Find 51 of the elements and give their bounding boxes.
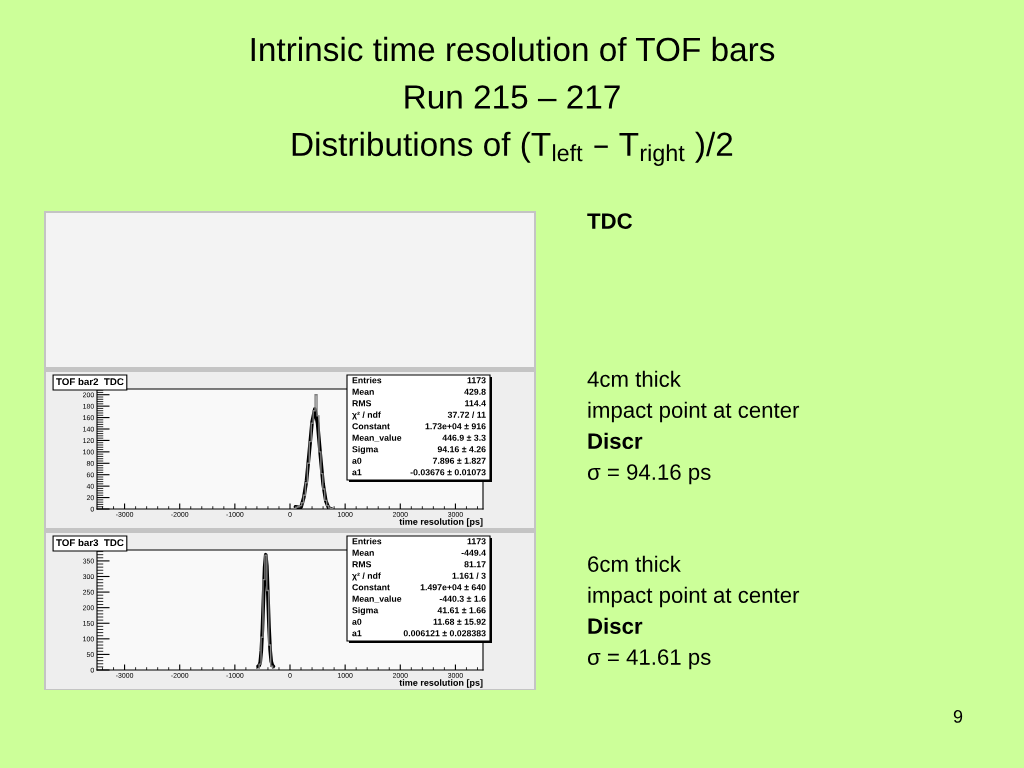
annotation: Mean [352,388,374,395]
x-axis-title: time resolution [ps] [399,679,483,688]
annotation: a0 [352,457,362,464]
annotation: -449.4 [461,549,486,556]
annotation: 1.161 / 3 [452,572,486,579]
annotation: 11.68 ± 15.92 [433,618,486,625]
text: σ = 94.16 ps [587,464,711,485]
annotation: 0.006121 ± 0.028383 [403,630,486,637]
annotation: 1.73e+04 ± 916 [425,423,486,430]
annotation: 41.61 ± 1.66 [437,607,486,614]
text: 1173 [467,377,486,384]
text: TDC [587,213,633,229]
annotation: χ² / ndf [352,411,381,420]
annotation: 446.9 ± 3.3 [442,434,486,441]
annotation: Mean_value [352,595,402,603]
text: Intrinsic time resolution of TOF bars Run 215 – 217 Distributions of (T$_{left}$ – T$_{right}$ )/2 [251,36,775,166]
x-axis-title: time resolution [ps] [399,518,483,527]
text: Discr [588,432,643,449]
annotation: Mean [352,549,374,556]
annotation: Constant [352,584,390,591]
annotation: RMS [352,400,372,407]
annotation: Mean_value [352,434,402,442]
chart-title: TOF bar2 TDC [56,377,124,386]
text: impact point at center [588,401,800,423]
text: 4cm thick [587,370,681,387]
annotation: 1.497e+04 ± 640 [420,584,486,591]
annotation: 429.8 [464,388,486,395]
annotation: a0 [352,618,362,625]
annotation: -0.03676 ± 0.01073 [410,469,486,476]
annotation: Constant [352,423,390,430]
text: Entries [352,537,382,545]
annotation: a1 [352,469,362,476]
annotation: Sigma [352,606,379,616]
annotation: -440.3 ± 1.6 [439,595,486,602]
text: 6cm thick [588,555,681,572]
text: Entries [352,376,382,384]
text: Discr [588,617,643,634]
text: 1173 [467,538,486,545]
annotation: 114.4 [465,400,486,407]
text: 9 [953,710,963,723]
annotation: 37.72 / 11 [447,411,486,418]
annotation: 94.16 ± 4.26 [437,446,486,453]
text: impact point at center [588,586,800,608]
annotation: RMS [352,561,372,568]
annotation: Sigma [352,445,379,455]
annotation: χ² / ndf [352,572,381,581]
annotation: a1 [352,630,362,637]
chart-title: TOF bar3 TDC [56,538,124,547]
text: σ = 41.61 ps [587,649,711,670]
annotation: 81.17 [464,561,486,568]
annotation: 7.896 ± 1.827 [432,457,486,464]
